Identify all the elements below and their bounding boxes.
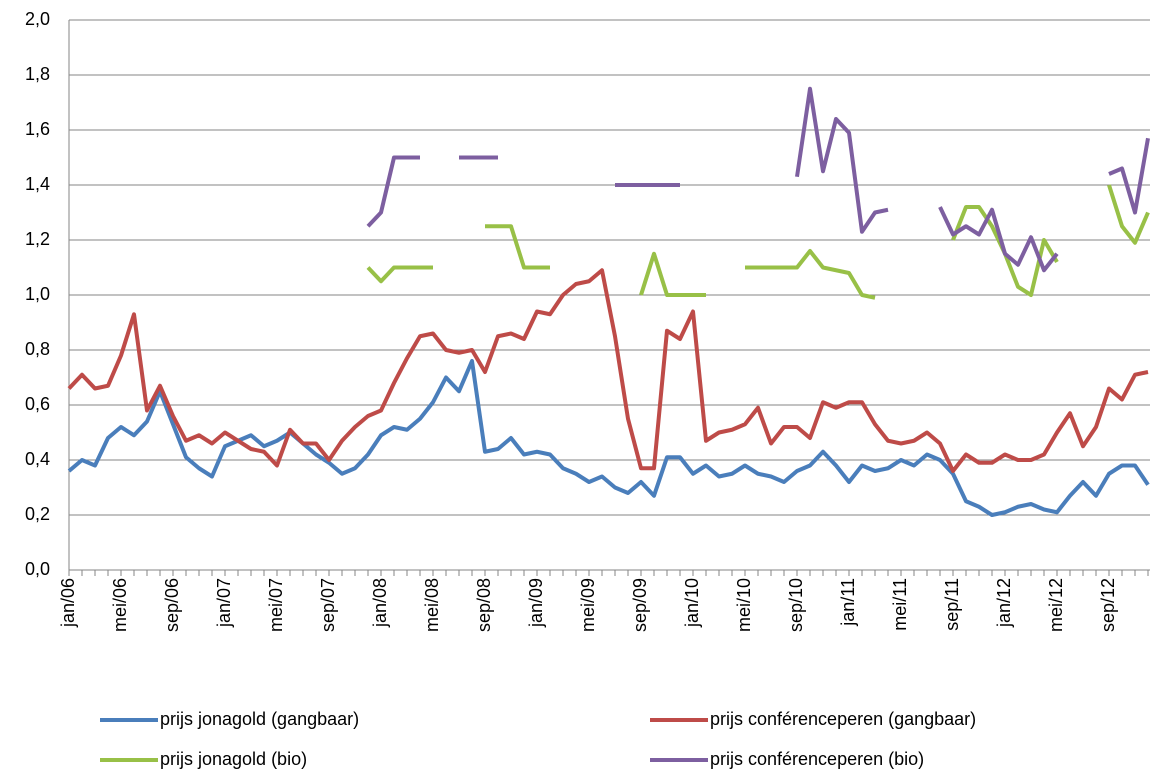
y-tick-label: 1,0	[25, 284, 50, 304]
series-line	[366, 86, 1150, 273]
y-tick-label: 0,4	[25, 449, 50, 469]
y-tick-label: 2,0	[25, 9, 50, 29]
series-line	[366, 184, 1150, 300]
x-tick-label: jan/06	[58, 578, 78, 628]
x-tick-label: mei/11	[890, 578, 910, 631]
legend-label: prijs jonagold (bio)	[160, 749, 307, 769]
legend-label: prijs jonagold (gangbaar)	[160, 709, 359, 729]
x-tick-label: sep/10	[786, 578, 806, 632]
y-tick-label: 0,0	[25, 559, 50, 579]
x-tick-label: sep/07	[318, 578, 338, 632]
y-tick-label: 0,8	[25, 339, 50, 359]
x-tick-label: sep/06	[162, 578, 182, 632]
x-tick-label: mei/08	[422, 578, 442, 632]
series-line	[67, 359, 1150, 517]
x-tick-label: sep/11	[942, 578, 962, 631]
x-tick-label: jan/12	[994, 578, 1014, 628]
x-tick-label: mei/12	[1046, 578, 1066, 632]
x-tick-label: mei/09	[578, 578, 598, 632]
x-tick-label: jan/09	[526, 578, 546, 628]
x-tick-label: sep/08	[474, 578, 494, 632]
series-line	[67, 268, 1149, 473]
x-tick-label: jan/08	[370, 578, 390, 628]
x-tick-label: mei/10	[734, 578, 754, 632]
x-tick-label: jan/07	[214, 578, 234, 628]
x-tick-label: sep/12	[1098, 578, 1118, 632]
x-tick-label: sep/09	[630, 578, 650, 632]
legend-label: prijs conférenceperen (bio)	[710, 749, 924, 769]
y-tick-label: 1,2	[25, 229, 50, 249]
y-tick-label: 1,6	[25, 119, 50, 139]
legend-label: prijs conférenceperen (gangbaar)	[710, 709, 976, 729]
y-tick-label: 0,2	[25, 504, 50, 524]
x-tick-label: jan/10	[682, 578, 702, 628]
y-tick-label: 1,8	[25, 64, 50, 84]
x-tick-label: mei/07	[266, 578, 286, 632]
x-tick-label: mei/06	[110, 578, 130, 632]
y-tick-label: 1,4	[25, 174, 50, 194]
y-tick-label: 0,6	[25, 394, 50, 414]
x-tick-label: jan/11	[838, 578, 858, 627]
